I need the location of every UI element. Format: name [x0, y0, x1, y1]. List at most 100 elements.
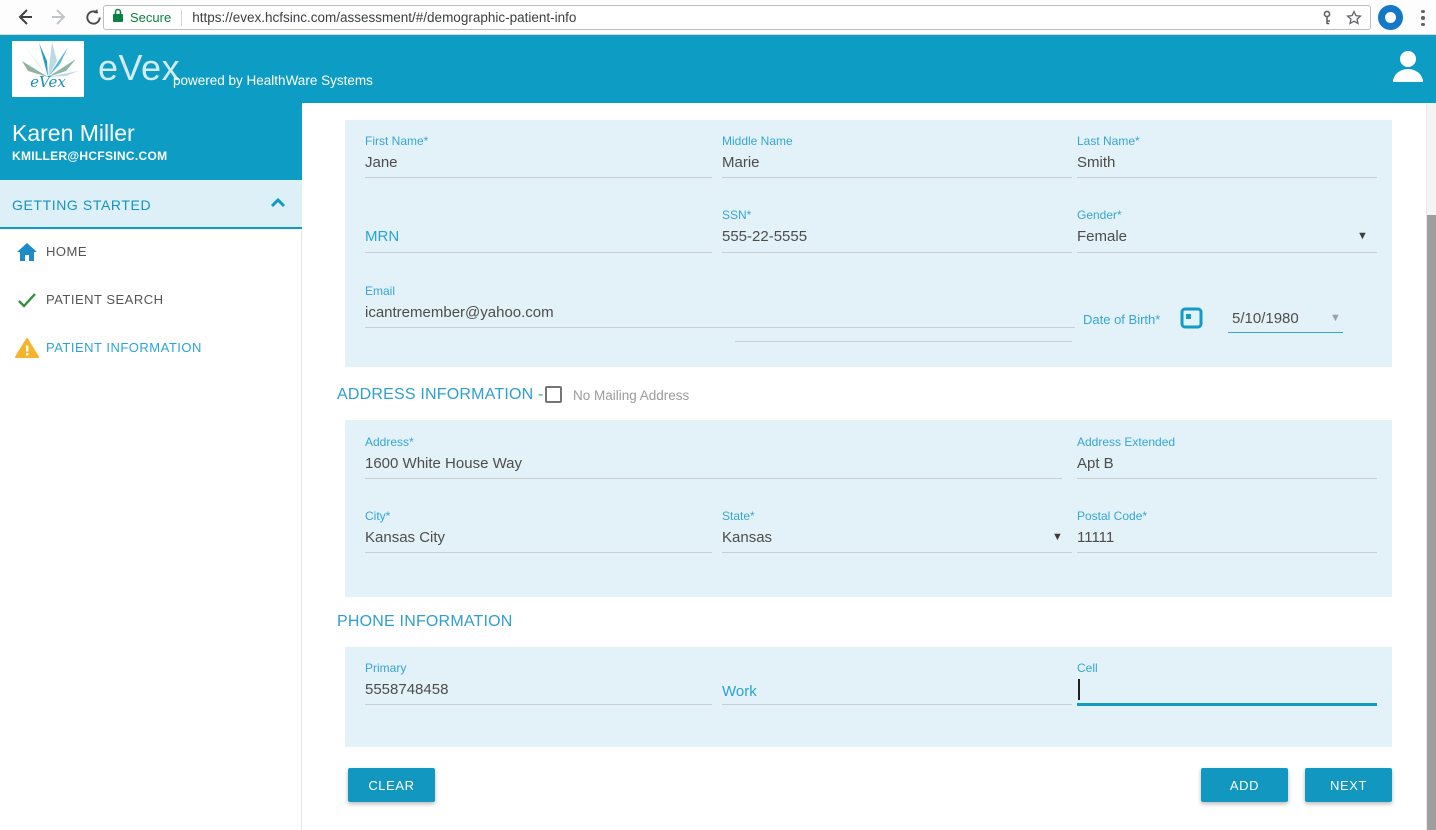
address-extended-underline: [1077, 478, 1377, 479]
logo-word: eVex: [30, 73, 66, 91]
phone-panel: Primary 5558748458 Work Cell: [345, 647, 1392, 747]
url-text[interactable]: https://evex.hcfsinc.com/assessment/#/de…: [192, 10, 577, 25]
back-icon[interactable]: [12, 4, 38, 30]
sidebar-item-patient-search[interactable]: PATIENT SEARCH: [0, 277, 302, 323]
address-field[interactable]: 1600 White House Way: [365, 455, 523, 472]
chevron-down-icon[interactable]: ▼: [1052, 531, 1063, 543]
section-label: GETTING STARTED: [12, 197, 152, 213]
state-underline: [722, 552, 1072, 553]
profile-avatar[interactable]: [1378, 5, 1403, 30]
middle-name-field[interactable]: Marie: [722, 154, 760, 171]
gender-select[interactable]: Female: [1077, 228, 1128, 245]
menu-dots-icon[interactable]: [1416, 7, 1430, 29]
user-email: KMILLER@HCFSINC.COM: [12, 149, 168, 163]
city-label: City*: [365, 509, 391, 523]
address-extended-label: Address Extended: [1077, 435, 1176, 449]
phone-section-title: PHONE INFORMATION: [337, 613, 513, 630]
secure-label: Secure: [130, 10, 172, 25]
check-icon: [15, 288, 39, 312]
next-button[interactable]: NEXT: [1305, 768, 1392, 802]
work-phone-underline: [722, 704, 1072, 705]
email-field[interactable]: icantremember@yahoo.com: [365, 304, 554, 321]
last-name-underline: [1077, 177, 1377, 178]
main-content: First Name* Jane Middle Name Marie Last …: [303, 103, 1426, 830]
lock-icon: [112, 8, 124, 28]
no-mailing-address-label: No Mailing Address: [573, 388, 690, 403]
first-name-underline: [365, 177, 712, 178]
chevron-down-icon[interactable]: ▼: [1357, 230, 1368, 242]
chevron-down-icon[interactable]: ▼: [1330, 312, 1341, 324]
address-section-title: ADDRESS INFORMATION -: [337, 386, 544, 403]
logo-starburst-icon: [22, 42, 78, 77]
sidebar: Karen Miller KMILLER@HCFSINC.COM GETTING…: [0, 103, 302, 830]
primary-phone-underline: [365, 704, 712, 705]
primary-phone-field[interactable]: 5558748458: [365, 681, 449, 698]
dob-underline: [1228, 332, 1343, 333]
state-select[interactable]: Kansas: [722, 529, 773, 546]
address-panel: Address* 1600 White House Way Address Ex…: [345, 420, 1392, 597]
sidebar-item-patient-information[interactable]: PATIENT INFORMATION: [0, 325, 302, 371]
cell-phone-underline-focused: [1077, 703, 1377, 706]
scrollbar-thumb[interactable]: [1427, 215, 1436, 830]
user-name: Karen Miller: [12, 120, 135, 146]
ssn-underline: [722, 252, 1072, 253]
sidebar-item-label: PATIENT INFORMATION: [46, 340, 202, 355]
home-icon: [15, 240, 39, 264]
sidebar-item-label: HOME: [46, 244, 87, 259]
postal-code-label: Postal Code*: [1077, 509, 1148, 523]
last-name-field[interactable]: Smith: [1077, 154, 1116, 171]
ssn-field[interactable]: 555-22-5555: [722, 228, 808, 245]
url-divider: [181, 9, 183, 26]
brand-title: eVex: [98, 47, 181, 88]
email-underline: [365, 327, 1075, 328]
calendar-icon[interactable]: [1180, 306, 1203, 334]
refresh-icon[interactable]: [80, 4, 106, 30]
address-underline: [365, 478, 1062, 479]
star-icon[interactable]: [1346, 9, 1362, 26]
user-profile-icon[interactable]: [1392, 50, 1424, 88]
warning-icon: [15, 336, 39, 360]
city-underline: [365, 552, 712, 553]
gender-underline: [1077, 252, 1377, 253]
sidebar-item-label: PATIENT SEARCH: [46, 292, 164, 307]
address-bar[interactable]: Secure https://evex.hcfsinc.com/assessme…: [103, 5, 1371, 30]
mrn-field[interactable]: MRN: [365, 228, 400, 245]
address-label: Address*: [365, 435, 414, 449]
cell-phone-field[interactable]: [1077, 661, 1377, 706]
no-mailing-address-checkbox[interactable]: [545, 386, 562, 403]
address-extended-field[interactable]: Apt B: [1077, 455, 1114, 472]
email-secondary-underline[interactable]: [735, 341, 1072, 342]
city-field[interactable]: Kansas City: [365, 529, 446, 546]
ssn-label: SSN*: [722, 208, 752, 222]
cell-phone-label: Cell: [1077, 661, 1098, 675]
sidebar-item-home[interactable]: HOME: [0, 229, 302, 275]
brand-tagline: powered by HealthWare Systems: [173, 73, 373, 88]
key-icon[interactable]: [1320, 10, 1334, 26]
add-button[interactable]: ADD: [1201, 768, 1288, 802]
postal-code-underline: [1077, 552, 1377, 553]
gender-label: Gender*: [1077, 208, 1122, 222]
browser-toolbar: Secure https://evex.hcfsinc.com/assessme…: [0, 0, 1436, 35]
sidebar-section-getting-started[interactable]: GETTING STARTED: [0, 180, 302, 229]
email-label: Email: [365, 284, 396, 298]
dob-field[interactable]: 5/10/1980: [1232, 310, 1299, 327]
state-label: State*: [722, 509, 755, 523]
work-phone-field[interactable]: Work: [722, 683, 757, 700]
dob-label: Date of Birth*: [1083, 312, 1161, 327]
first-name-label: First Name*: [365, 134, 429, 148]
first-name-field[interactable]: Jane: [365, 154, 398, 171]
app-header: eVex eVex powered by HealthWare Systems: [0, 35, 1436, 103]
middle-name-underline: [722, 177, 1072, 178]
forward-icon[interactable]: [46, 4, 72, 30]
last-name-label: Last Name*: [1077, 134, 1140, 148]
postal-code-field[interactable]: 11111: [1077, 529, 1115, 546]
middle-name-label: Middle Name: [722, 134, 793, 148]
primary-phone-label: Primary: [365, 661, 407, 675]
scrollbar-track[interactable]: [1426, 103, 1436, 830]
mrn-underline: [365, 252, 712, 253]
evex-logo[interactable]: eVex: [12, 41, 84, 97]
clear-button[interactable]: CLEAR: [348, 768, 435, 802]
chevron-up-icon[interactable]: [270, 196, 286, 214]
sidebar-user-block: Karen Miller KMILLER@HCFSINC.COM: [0, 103, 302, 180]
